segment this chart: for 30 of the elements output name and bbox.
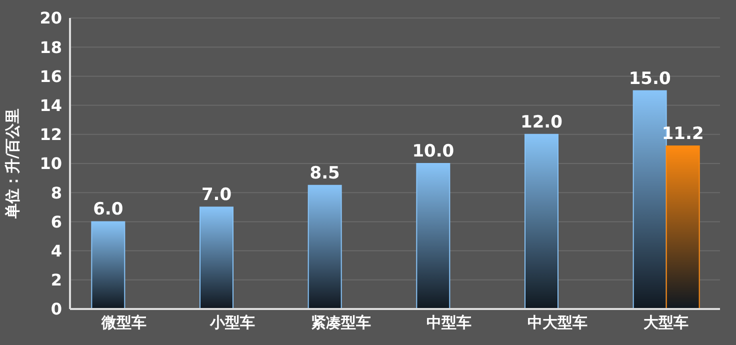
y-tick-label: 4	[50, 241, 62, 260]
data-label: 6.0	[93, 200, 124, 220]
bar	[91, 221, 126, 309]
y-tick-label: 8	[50, 183, 62, 202]
x-tick-label: 微型车	[100, 314, 147, 332]
y-tick-label: 16	[40, 66, 62, 86]
y-tick-label: 6	[50, 212, 62, 232]
bar	[416, 163, 450, 309]
data-label: 15.0	[628, 68, 671, 89]
y-tick-label: 12	[40, 125, 62, 144]
x-tick-label: 中型车	[426, 314, 472, 332]
bar	[308, 184, 342, 309]
y-tick-label: 2	[50, 270, 62, 290]
y-tick-label: 0	[50, 300, 62, 319]
bar	[200, 206, 234, 309]
y-tick-label: 18	[40, 38, 62, 57]
y-axis-title: 单位：升/百公里	[3, 108, 22, 220]
y-tick-label: 14	[40, 96, 62, 115]
x-tick-label: 大型车	[643, 314, 688, 332]
data-label: 8.5	[310, 163, 340, 184]
y-tick-label: 10	[40, 154, 62, 174]
bar	[666, 146, 700, 309]
x-tick-label: 小型车	[209, 314, 255, 332]
x-tick-label: 中大型车	[528, 314, 588, 332]
y-tick-label: 20	[40, 8, 62, 28]
x-tick-label: 紧凑型车	[310, 314, 371, 332]
data-label: 7.0	[201, 185, 232, 206]
data-label: 12.0	[520, 112, 563, 132]
data-label: 10.0	[412, 142, 454, 162]
bar	[524, 134, 558, 309]
